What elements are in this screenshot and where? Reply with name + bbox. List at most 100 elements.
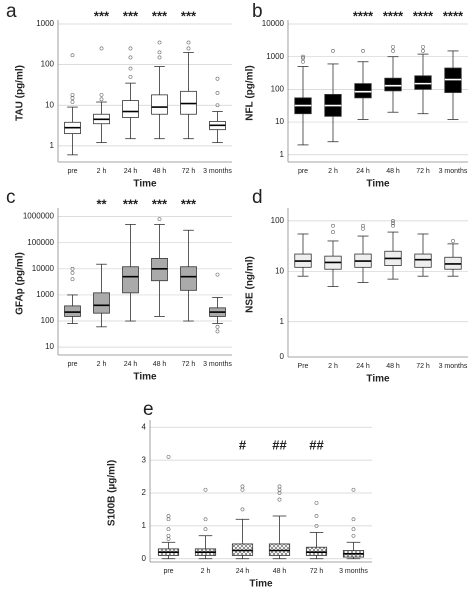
x-axis-label: Time xyxy=(366,374,390,385)
outlier xyxy=(301,54,305,59)
outlier xyxy=(240,484,245,489)
x-tick-label: 24 h xyxy=(356,168,370,175)
outlier xyxy=(157,50,162,55)
box xyxy=(64,305,81,317)
significance: *** xyxy=(181,8,197,23)
outlier xyxy=(277,497,282,502)
x-tick-label: 48 h xyxy=(153,361,167,368)
y-axis-label: GFAp (pg/ml) xyxy=(15,252,26,315)
significance: **** xyxy=(413,8,434,23)
x-axis-label: Time xyxy=(133,372,157,383)
y-tick-label: 10 xyxy=(275,117,284,126)
panel-label: b xyxy=(252,1,263,22)
outlier xyxy=(215,329,220,334)
box xyxy=(151,94,168,115)
outlier xyxy=(70,270,75,275)
outlier xyxy=(391,49,395,53)
y-tick-label: 3 xyxy=(142,455,147,464)
panel-label: d xyxy=(252,187,263,208)
significance: *** xyxy=(94,8,110,23)
significance: ** xyxy=(96,196,107,211)
significance: **** xyxy=(383,8,404,23)
outlier xyxy=(351,517,356,522)
outlier xyxy=(361,223,365,228)
y-tick-label: 10 xyxy=(275,266,284,275)
outlier xyxy=(166,537,171,541)
outlier xyxy=(314,514,319,518)
outlier xyxy=(215,324,220,329)
x-axis-label: Time xyxy=(366,179,390,190)
significance: ## xyxy=(309,437,324,452)
box xyxy=(414,253,432,268)
outlier xyxy=(157,55,162,60)
outlier xyxy=(314,500,319,505)
outlier xyxy=(215,103,220,108)
outlier xyxy=(331,230,335,234)
box xyxy=(122,266,139,294)
outlier xyxy=(277,487,282,492)
y-tick-label: 1 xyxy=(280,317,285,326)
outlier xyxy=(240,487,245,492)
outlier xyxy=(70,53,75,58)
x-axis-label: Time xyxy=(249,579,273,590)
y-tick-label: 100 xyxy=(41,316,55,325)
outlier xyxy=(99,92,104,97)
x-tick-label: 24 h xyxy=(124,168,138,175)
outlier xyxy=(451,239,455,243)
outlier xyxy=(391,221,395,226)
x-tick-label: 3 months xyxy=(439,168,468,175)
x-tick-label: 3 months xyxy=(203,168,232,175)
y-axis-label: NFL (pg/ml) xyxy=(245,65,256,120)
x-tick-label: 72 h xyxy=(416,168,430,175)
outlier xyxy=(166,514,171,518)
x-tick-label: 24 h xyxy=(356,363,370,370)
significance: *** xyxy=(152,196,168,211)
outlier xyxy=(203,527,208,532)
x-tick-label: Pre xyxy=(298,363,309,370)
y-tick-label: 1000 xyxy=(266,52,284,61)
y-axis-label: NSE (ng/ml) xyxy=(245,256,256,313)
y-tick-label: 1000 xyxy=(36,19,54,28)
box xyxy=(268,543,291,556)
panel-label: e xyxy=(143,399,154,420)
outlier xyxy=(277,484,282,489)
outlier xyxy=(186,46,191,51)
significance: *** xyxy=(123,8,139,23)
box xyxy=(354,83,372,99)
outlier xyxy=(166,517,171,522)
outlier xyxy=(203,517,208,522)
x-tick-label: pre xyxy=(163,568,173,575)
outlier xyxy=(391,223,395,228)
x-tick-label: 24 h xyxy=(124,361,138,368)
outlier xyxy=(240,507,245,512)
y-tick-label: 10 xyxy=(45,342,54,351)
outlier xyxy=(166,454,171,459)
x-tick-label: 3 months xyxy=(439,363,468,370)
x-tick-label: pre xyxy=(67,361,77,368)
panel-label: c xyxy=(6,187,16,208)
y-axis-label: S100B (µg/ml) xyxy=(107,460,118,526)
outlier xyxy=(203,487,208,492)
outlier xyxy=(128,74,133,79)
outlier xyxy=(391,218,395,223)
outlier xyxy=(157,217,162,222)
outlier xyxy=(70,92,75,97)
x-tick-label: 2 h xyxy=(328,363,338,370)
x-tick-label: 3 months xyxy=(339,568,368,575)
outlier xyxy=(351,487,356,492)
outlier xyxy=(128,46,133,51)
outlier xyxy=(99,46,104,51)
x-tick-label: 72 h xyxy=(182,361,196,368)
y-tick-label: 100 xyxy=(271,216,285,225)
panel-label: a xyxy=(6,1,17,22)
outlier xyxy=(421,49,425,53)
y-tick-label: 1000000 xyxy=(23,212,55,221)
significance: # xyxy=(239,437,247,452)
y-tick-label: 10 xyxy=(45,100,54,109)
outlier xyxy=(128,55,133,60)
outlier xyxy=(331,49,335,53)
outlier xyxy=(351,527,356,532)
outlier xyxy=(70,96,75,100)
box xyxy=(93,292,110,314)
x-tick-label: 24 h xyxy=(236,568,250,575)
